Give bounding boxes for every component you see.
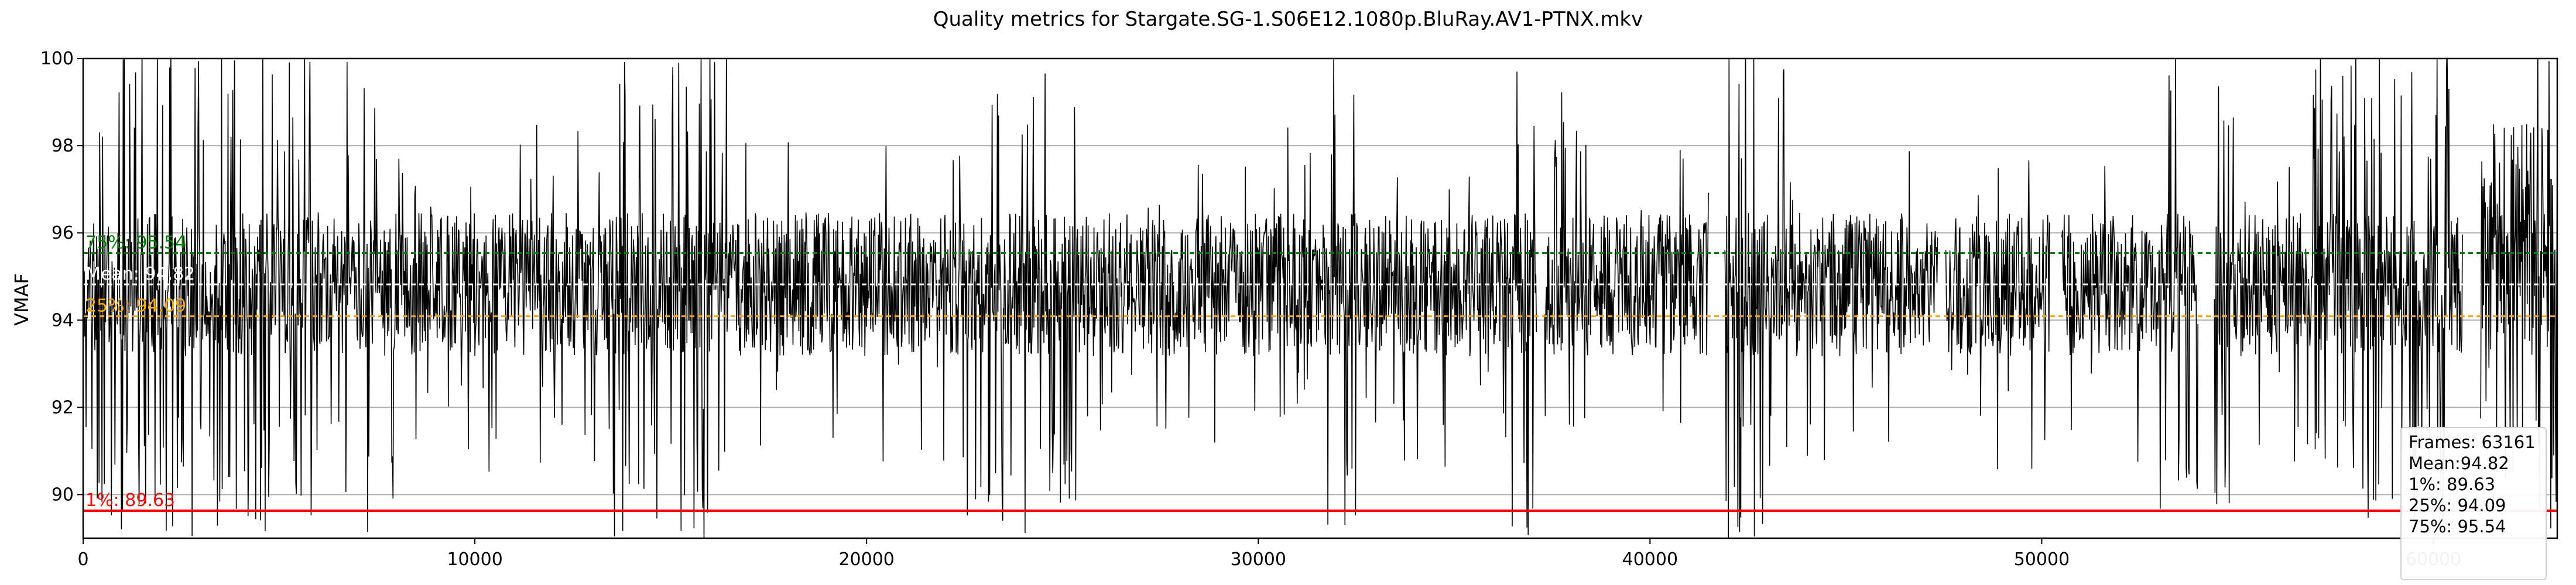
vmaf-series: [83, 58, 2557, 538]
y-tick-label: 92: [52, 397, 74, 418]
y-tick-label: 94: [52, 310, 74, 331]
x-tick-label: 10000: [447, 549, 502, 570]
stats-line: Mean:94.82: [2409, 453, 2509, 473]
stats-line: 1%: 89.63: [2409, 474, 2496, 494]
y-axis-label: VMAF: [11, 273, 33, 326]
stats-box: Frames: 63161 Mean:94.82 1%: 89.63 25%: 94.…: [2400, 427, 2547, 580]
chart-title: Quality metrics for Stargate.SG-1.S06E12…: [933, 8, 1643, 31]
ref-label-p1: 1%: 89.63: [85, 490, 175, 511]
plot-frame: [82, 57, 2558, 539]
x-tick-label: 20000: [838, 549, 894, 570]
stats-line: 75%: 95.54: [2409, 517, 2506, 536]
stats-line: Frames: 63161: [2409, 432, 2536, 452]
y-axis-ticks: 90 92 94 96 98 100: [40, 49, 83, 505]
stats-line: 25%: 94.09: [2409, 495, 2506, 515]
y-tick-label: 100: [40, 49, 74, 69]
ref-label-p25: 25%: 94.09: [85, 296, 186, 316]
y-tick-label: 96: [52, 223, 74, 243]
ref-label-p75: 75%: 95.54: [85, 232, 186, 253]
y-tick-label: 90: [52, 484, 74, 505]
ref-label-mean: Mean: 94.82: [85, 264, 195, 284]
vmaf-series-line: [83, 58, 2557, 538]
x-tick-label: 40000: [1622, 549, 1678, 570]
x-axis-ticks: 0100002000030000400005000060000: [77, 538, 2461, 570]
x-tick-label: 30000: [1231, 549, 1286, 570]
y-tick-label: 98: [52, 136, 74, 156]
x-tick-label: 50000: [2014, 549, 2070, 570]
x-tick-label: 0: [77, 549, 88, 570]
